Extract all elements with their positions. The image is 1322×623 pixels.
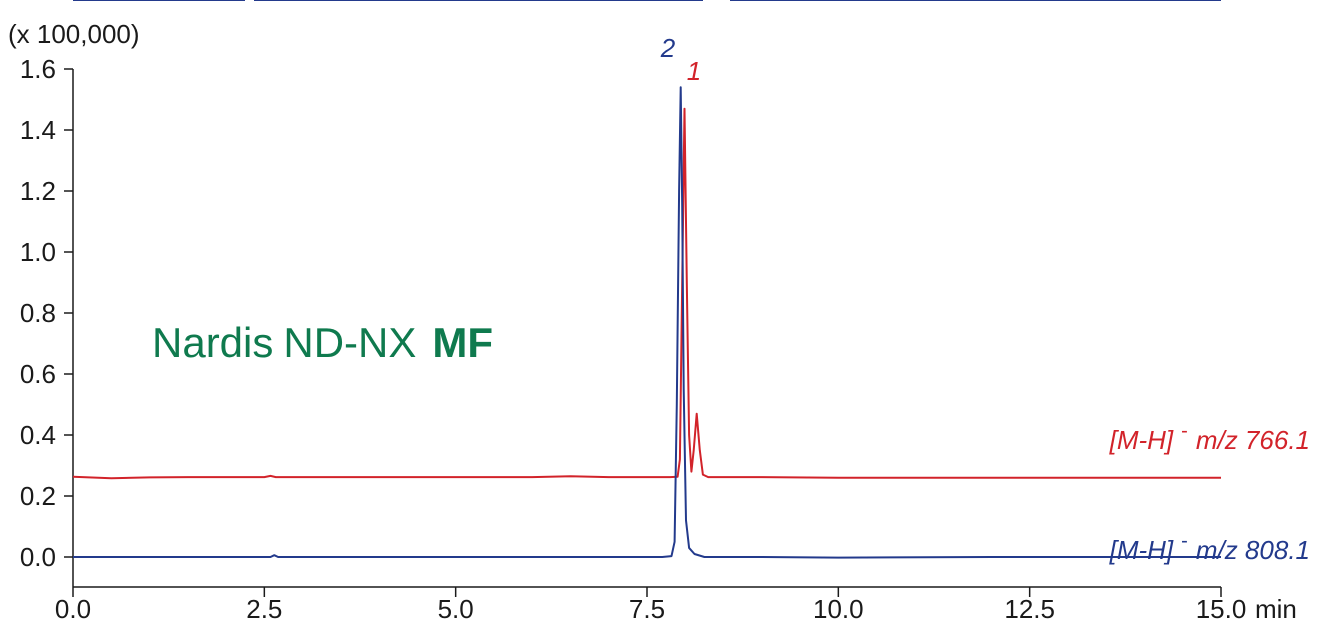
series-line-2 [73,86,1221,559]
x-tick-label: 0.0 [55,594,91,623]
series-line-1 [72,107,1221,480]
y-tick-label: 0.2 [20,481,56,511]
y-tick-label: 0.8 [20,298,56,328]
y-tick-label: 1.6 [20,54,56,84]
x-unit-label: min [1255,594,1297,623]
y-axis-ticks: 0.0 0.2 0.4 0.6 0.8 1.0 1.2 1.4 1.6 [20,54,73,572]
brand-variant: MF [432,319,493,366]
x-axis-ticks: 0.0 2.5 5.0 7.5 10.0 12.5 15.0 min [55,587,1297,623]
x-tick-label: 10.0 [813,594,864,623]
series-label-charge: - [1181,420,1188,442]
x-tick-label: 5.0 [438,594,474,623]
x-tick-label: 12.5 [1004,594,1055,623]
series-label-mz: m/z 808.1 [1196,535,1310,565]
y-tick-label: 1.4 [20,115,56,145]
series-label-1: [M-H] - m/z 766.1 [1109,420,1310,455]
y-tick-label: 0.6 [20,359,56,389]
peak-label-1: 1 [687,56,701,86]
series-label-charge: - [1181,530,1188,552]
series-label-2: [M-H] - m/z 808.1 [1109,530,1310,565]
y-multiplier-label: (x 100,000) [8,19,140,49]
y-tick-label: 0.0 [20,542,56,572]
series-layer: [M-H] - m/z 766.11[M-H] - m/z 808.12 [72,33,1310,565]
series-label-prefix: [M-H] [1109,535,1174,565]
peak-label-2: 2 [660,33,676,63]
x-tick-label: 15.0 [1196,594,1247,623]
series-label-prefix: [M-H] [1109,425,1174,455]
brand-annotation: Nardis ND-NX MF [152,319,493,366]
y-tick-label: 1.0 [20,237,56,267]
brand-model: ND-NX [283,319,416,366]
series-label-mz: m/z 766.1 [1196,425,1310,455]
x-tick-label: 7.5 [629,594,665,623]
y-tick-label: 1.2 [20,176,56,206]
brand-name: Nardis [152,319,273,366]
x-tick-label: 2.5 [246,594,282,623]
y-tick-label: 0.4 [20,420,56,450]
chart-frame [72,0,1221,588]
